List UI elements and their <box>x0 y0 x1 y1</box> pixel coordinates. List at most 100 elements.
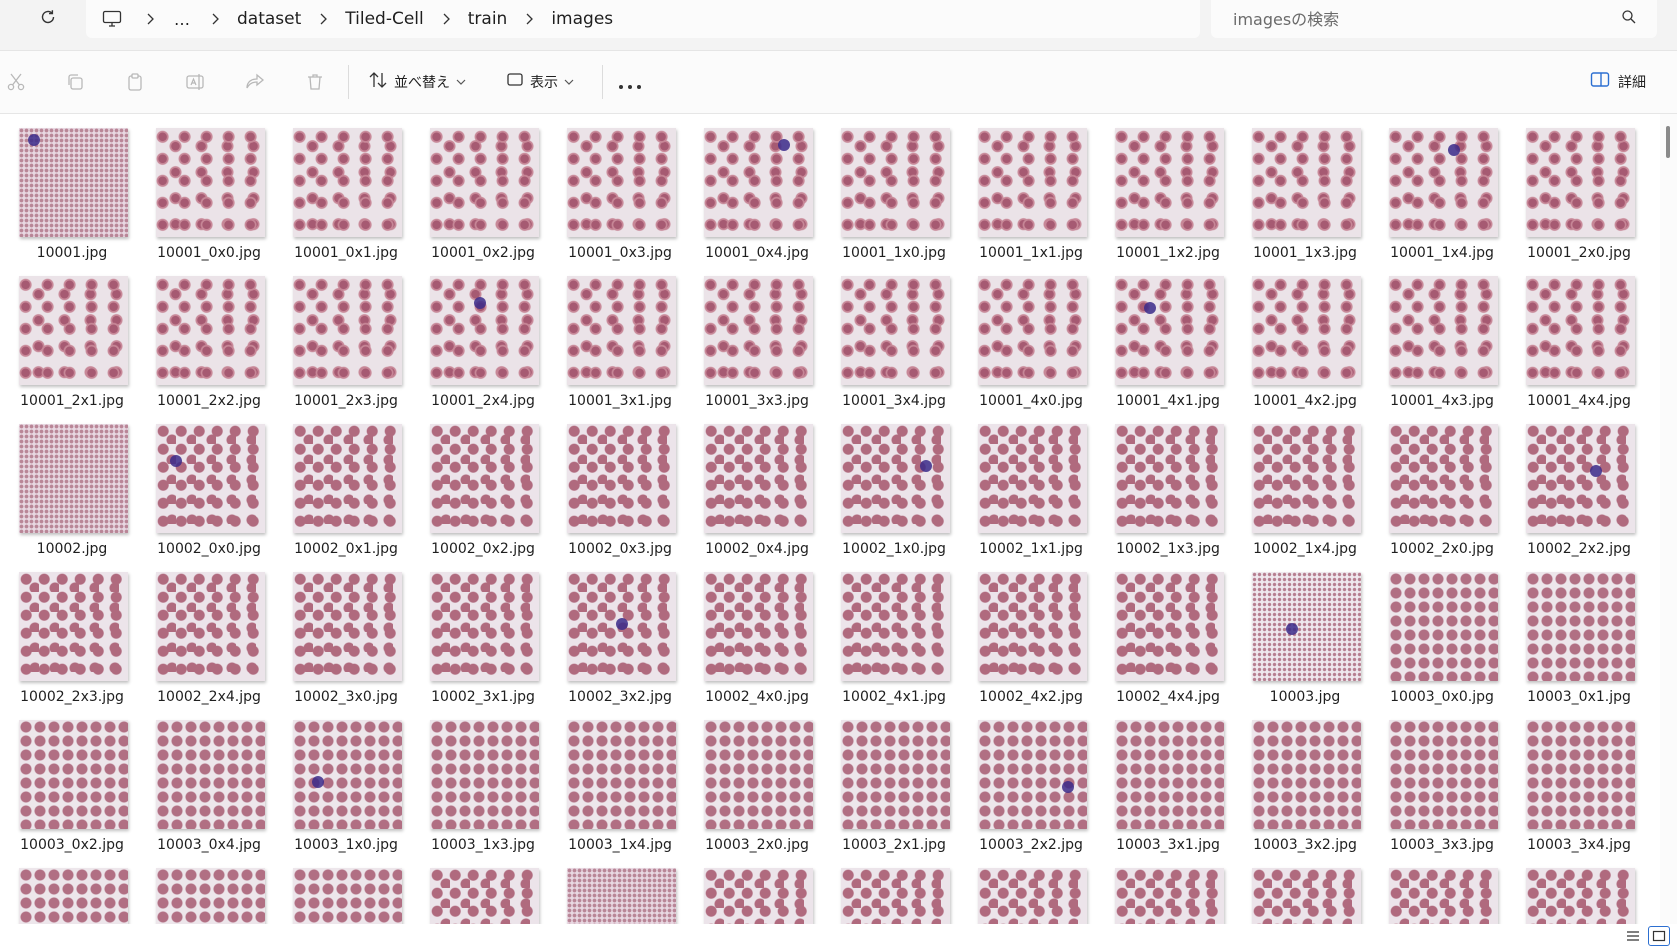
file-item[interactable]: 10001_4x0.jpg <box>967 262 1095 409</box>
file-item[interactable]: 10001_3x1.jpg <box>556 262 684 409</box>
file-item[interactable]: 10002_0x3.jpg <box>556 410 684 557</box>
file-thumbnail[interactable] <box>1389 720 1498 829</box>
file-thumbnail[interactable] <box>156 720 265 829</box>
file-item[interactable]: 10001_2x0.jpg <box>1515 114 1643 261</box>
file-item[interactable] <box>1378 854 1506 924</box>
file-thumbnail[interactable] <box>1389 128 1498 237</box>
file-thumbnail[interactable] <box>430 276 539 385</box>
file-item[interactable]: 10002_1x4.jpg <box>1241 410 1369 557</box>
chevron-right-icon[interactable] <box>428 9 464 29</box>
file-thumbnail[interactable] <box>293 128 402 237</box>
file-item[interactable]: 10003_2x2.jpg <box>967 706 1095 853</box>
breadcrumb-item-dataset[interactable]: dataset <box>237 9 302 29</box>
file-item[interactable]: 10003_2x1.jpg <box>830 706 958 853</box>
search-box[interactable] <box>1211 0 1657 38</box>
file-thumbnail[interactable] <box>156 276 265 385</box>
file-thumbnail[interactable] <box>1389 868 1498 924</box>
details-pane-button[interactable]: 詳細 <box>1590 65 1646 99</box>
file-item[interactable]: 10001_0x4.jpg <box>693 114 821 261</box>
file-item[interactable]: 10001_2x2.jpg <box>145 262 273 409</box>
file-thumbnail[interactable] <box>1526 276 1635 385</box>
file-item[interactable]: 10002_2x4.jpg <box>145 558 273 705</box>
file-thumbnail[interactable] <box>978 720 1087 829</box>
file-item[interactable]: 10003_1x4.jpg <box>556 706 684 853</box>
file-item[interactable]: 10002_2x3.jpg <box>8 558 136 705</box>
file-thumbnail[interactable] <box>156 868 265 924</box>
file-item[interactable]: 10003_3x3.jpg <box>1378 706 1506 853</box>
file-thumbnail[interactable] <box>1115 276 1224 385</box>
file-thumbnail[interactable] <box>293 424 402 533</box>
file-item[interactable]: 10001_0x1.jpg <box>282 114 410 261</box>
file-item[interactable] <box>145 854 273 924</box>
file-item[interactable]: 10001_4x2.jpg <box>1241 262 1369 409</box>
file-thumbnail[interactable] <box>156 424 265 533</box>
file-item[interactable]: 10003_0x2.jpg <box>8 706 136 853</box>
file-thumbnail[interactable] <box>704 868 813 924</box>
file-thumbnail[interactable] <box>978 276 1087 385</box>
file-item[interactable]: 10003_1x3.jpg <box>419 706 547 853</box>
file-item[interactable]: 10002_4x0.jpg <box>693 558 821 705</box>
refresh-button[interactable] <box>32 5 64 33</box>
file-thumbnail[interactable] <box>1252 572 1361 681</box>
file-thumbnail[interactable] <box>978 572 1087 681</box>
file-thumbnail[interactable] <box>567 868 676 924</box>
view-button[interactable]: 表示 <box>506 65 574 99</box>
breadcrumb-item-images[interactable]: images <box>551 9 614 29</box>
file-item[interactable]: 10001_0x2.jpg <box>419 114 547 261</box>
file-thumbnail[interactable] <box>978 424 1087 533</box>
file-item[interactable]: 10001_4x4.jpg <box>1515 262 1643 409</box>
file-item[interactable]: 10003_3x4.jpg <box>1515 706 1643 853</box>
file-item[interactable]: 10001_4x1.jpg <box>1104 262 1232 409</box>
cut-icon[interactable] <box>3 69 29 95</box>
file-thumbnail[interactable] <box>1389 276 1498 385</box>
file-thumbnail[interactable] <box>430 424 539 533</box>
file-thumbnail[interactable] <box>430 572 539 681</box>
file-item[interactable]: 10002_0x4.jpg <box>693 410 821 557</box>
file-item[interactable]: 10002_1x1.jpg <box>967 410 1095 557</box>
file-thumbnail[interactable] <box>19 128 128 237</box>
file-item[interactable] <box>419 854 547 924</box>
file-thumbnail[interactable] <box>1389 572 1498 681</box>
file-item[interactable] <box>8 854 136 924</box>
file-item[interactable]: 10001_1x2.jpg <box>1104 114 1232 261</box>
file-thumbnail[interactable] <box>841 572 950 681</box>
file-item[interactable]: 10002_0x1.jpg <box>282 410 410 557</box>
file-item[interactable]: 10001_2x4.jpg <box>419 262 547 409</box>
file-thumbnail[interactable] <box>567 276 676 385</box>
file-thumbnail[interactable] <box>19 868 128 924</box>
file-thumbnail[interactable] <box>567 720 676 829</box>
breadcrumb-overflow-button[interactable]: … <box>174 9 191 29</box>
breadcrumb-item-tiled-cell[interactable]: Tiled-Cell <box>345 9 424 29</box>
file-thumbnail[interactable] <box>293 276 402 385</box>
address-bar[interactable]: … dataset Tiled-Cell train images <box>86 0 1200 38</box>
share-icon[interactable] <box>242 69 268 95</box>
file-thumbnail[interactable] <box>19 276 128 385</box>
search-input[interactable] <box>1231 8 1621 30</box>
file-thumbnail[interactable] <box>1252 720 1361 829</box>
vertical-scrollbar[interactable] <box>1660 114 1677 924</box>
file-thumbnail[interactable] <box>567 424 676 533</box>
chevron-right-icon[interactable] <box>511 9 547 29</box>
file-thumbnail[interactable] <box>19 720 128 829</box>
file-item[interactable]: 10002_2x2.jpg <box>1515 410 1643 557</box>
file-thumbnail[interactable] <box>1526 720 1635 829</box>
file-thumbnail[interactable] <box>704 424 813 533</box>
file-item[interactable] <box>1241 854 1369 924</box>
file-item[interactable]: 10001_3x3.jpg <box>693 262 821 409</box>
sort-button[interactable]: 並べ替え <box>368 65 466 99</box>
file-item[interactable] <box>830 854 958 924</box>
file-thumbnail[interactable] <box>1526 868 1635 924</box>
file-item[interactable] <box>967 854 1095 924</box>
file-thumbnail[interactable] <box>156 572 265 681</box>
chevron-right-icon[interactable] <box>132 9 168 29</box>
file-thumbnail[interactable] <box>293 868 402 924</box>
file-thumbnail[interactable] <box>1389 424 1498 533</box>
file-thumbnail[interactable] <box>1252 424 1361 533</box>
file-thumbnail[interactable] <box>1115 572 1224 681</box>
file-thumbnail[interactable] <box>704 720 813 829</box>
file-thumbnail[interactable] <box>19 424 128 533</box>
file-item[interactable]: 10002_2x0.jpg <box>1378 410 1506 557</box>
file-thumbnail[interactable] <box>156 128 265 237</box>
file-item[interactable]: 10001_2x3.jpg <box>282 262 410 409</box>
file-thumbnail[interactable] <box>978 868 1087 924</box>
